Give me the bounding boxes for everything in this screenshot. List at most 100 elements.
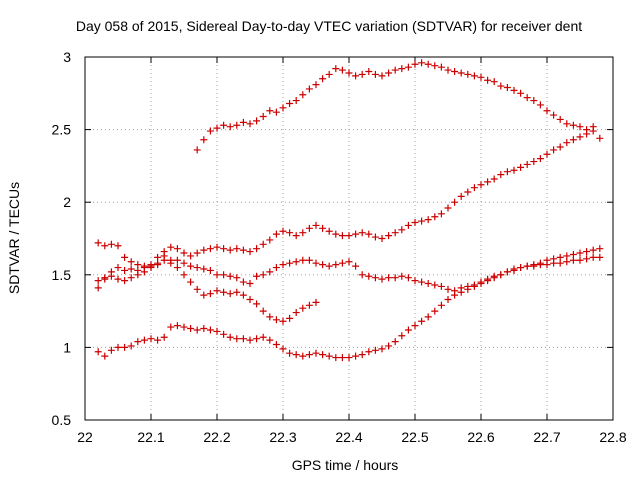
data-point — [503, 83, 511, 91]
data-point — [226, 333, 234, 341]
data-point — [193, 146, 201, 154]
data-point — [259, 333, 267, 341]
data-point — [418, 278, 426, 286]
data-point — [233, 121, 241, 129]
y-tick-label: 2.5 — [52, 122, 72, 138]
data-point — [319, 224, 327, 232]
data-point — [391, 338, 399, 346]
data-point — [536, 101, 544, 109]
data-point — [140, 336, 148, 344]
data-point — [101, 242, 109, 250]
data-point — [279, 227, 287, 235]
data-point — [497, 271, 505, 279]
x-tick-label: 22.6 — [467, 429, 494, 445]
data-point — [451, 291, 459, 299]
data-point — [213, 287, 221, 295]
data-point — [213, 243, 221, 251]
data-point — [451, 68, 459, 76]
data-point — [200, 136, 208, 144]
y-tick-labels: 0.5 1 1.5 2 2.5 3 — [52, 49, 72, 428]
data-point — [107, 240, 115, 248]
data-point — [226, 246, 234, 254]
data-point — [332, 261, 340, 269]
data-point — [424, 280, 432, 288]
data-point — [94, 277, 102, 285]
data-point — [272, 108, 280, 116]
data-point — [391, 66, 399, 74]
data-point — [583, 130, 591, 138]
data-point — [517, 264, 525, 272]
data-point — [345, 258, 353, 266]
data-point — [431, 62, 439, 70]
data-point — [220, 121, 228, 129]
data-point — [583, 248, 591, 256]
data-point — [299, 256, 307, 264]
data-point — [325, 227, 333, 235]
data-point — [332, 230, 340, 238]
data-point — [378, 275, 386, 283]
data-point — [550, 111, 558, 119]
data-point — [312, 298, 320, 306]
data-point — [543, 261, 551, 269]
data-point — [332, 65, 340, 73]
data-point — [226, 123, 234, 131]
data-point — [589, 127, 597, 135]
data-point — [431, 213, 439, 221]
data-point — [226, 272, 234, 280]
data-point — [299, 229, 307, 237]
data-point — [365, 272, 373, 280]
data-point — [140, 268, 148, 276]
data-point — [180, 249, 188, 257]
data-point — [484, 277, 492, 285]
axis-ticks — [84, 56, 614, 421]
x-tick-labels: 22 22.1 22.2 22.3 22.4 22.5 22.6 22.7 22.8 — [77, 429, 627, 445]
data-point — [470, 282, 478, 290]
data-point — [550, 146, 558, 154]
data-point — [550, 259, 558, 267]
data-point — [457, 288, 465, 296]
data-point — [292, 258, 300, 266]
data-point — [206, 245, 214, 253]
data-point — [233, 245, 241, 253]
data-point — [292, 351, 300, 359]
data-point — [358, 229, 366, 237]
y-tick-label: 1.5 — [52, 267, 72, 283]
data-point — [279, 261, 287, 269]
data-point — [319, 261, 327, 269]
data-point — [345, 232, 353, 240]
data-point — [503, 168, 511, 176]
series-trace-c — [94, 256, 320, 325]
y-tick-label: 3 — [63, 49, 71, 65]
data-point — [378, 72, 386, 80]
data-point — [266, 236, 274, 244]
data-point — [576, 256, 584, 264]
data-point — [345, 69, 353, 77]
data-point — [503, 268, 511, 276]
data-point — [365, 68, 373, 76]
data-point — [358, 70, 366, 78]
data-point — [411, 322, 419, 330]
data-point — [418, 217, 426, 225]
data-point — [286, 259, 294, 267]
data-point — [457, 69, 465, 77]
data-point — [444, 285, 452, 293]
data-point — [556, 143, 564, 151]
data-point — [246, 336, 254, 344]
data-point — [206, 326, 214, 334]
data-point — [371, 346, 379, 354]
series-trace-d — [94, 245, 604, 295]
y-axis-label: SDTVAR / TECUs — [6, 182, 22, 294]
y-tick-label: 0.5 — [52, 412, 72, 428]
data-point — [220, 271, 228, 279]
data-point — [437, 301, 445, 309]
data-point — [154, 336, 162, 344]
data-point — [187, 325, 195, 333]
data-point — [444, 66, 452, 74]
data-point — [246, 120, 254, 128]
data-point — [338, 232, 346, 240]
data-point — [121, 266, 129, 274]
data-point — [345, 354, 353, 362]
data-point — [173, 322, 181, 330]
data-point — [101, 352, 109, 360]
data-point — [305, 351, 313, 359]
